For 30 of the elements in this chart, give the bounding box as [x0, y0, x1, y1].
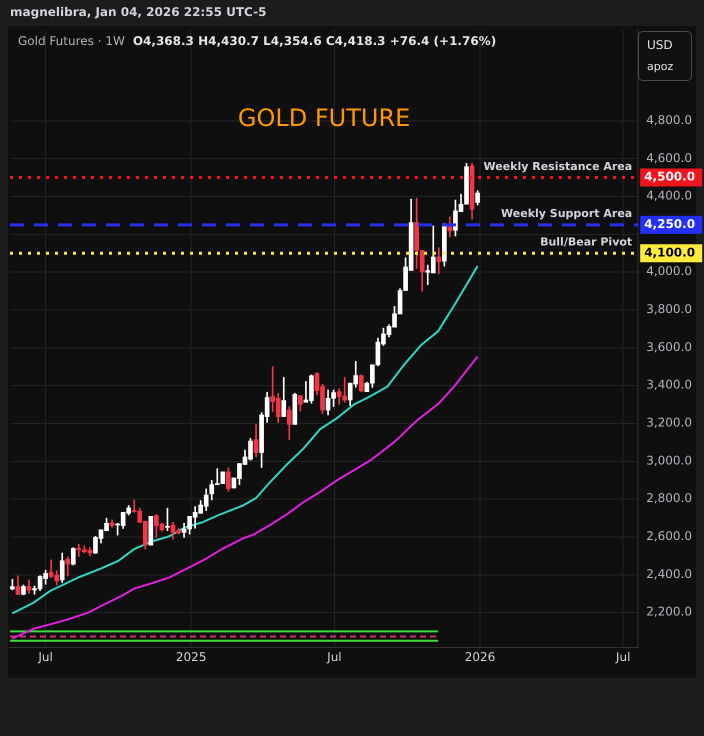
- y-tick-label: 4,000.0: [646, 264, 692, 278]
- text: magnelibra, Jan 04, 2026 22:55 UTC-5: [10, 5, 266, 19]
- y-tick-label: 4,800.0: [646, 112, 692, 127]
- text: 4,100.0: [644, 245, 696, 260]
- x-tick-label: Jul: [326, 650, 342, 664]
- text: USD: [647, 38, 673, 52]
- y-tick-label: 3,600.0: [646, 340, 692, 354]
- annotation: O4,368.3 H4,430.7 L4,354.6 C4,418.3 +76.4 (+1.76%): [132, 34, 496, 48]
- text: apoz: [647, 60, 674, 73]
- text: GOLD FUTURE: [238, 104, 410, 132]
- y-tick-label: 2,600.0: [646, 529, 692, 544]
- x-tick-label: Jul: [614, 650, 630, 664]
- y-tick-label: 3,400.0: [646, 378, 692, 392]
- ref-line-label: Weekly Support Area: [501, 207, 632, 220]
- y-tick-label: 2,200.0: [646, 604, 692, 619]
- text: 4,500.0: [644, 170, 696, 184]
- y-tick-label: 2,800.0: [646, 491, 692, 506]
- ref-line-label: Weekly Resistance Area: [483, 160, 632, 173]
- y-tick-label: 2,400.0: [646, 566, 692, 581]
- x-tick-label: 2026: [464, 650, 496, 664]
- y-tick-label: 3,000.0: [646, 453, 692, 468]
- y-tick-label: 4,400.0: [646, 188, 692, 203]
- x-tick-label: 2025: [176, 650, 206, 664]
- x-tick-label: Jul: [37, 650, 53, 664]
- y-tick-label: 3,800.0: [646, 302, 692, 316]
- ref-line-label: Bull/Bear Pivot: [540, 236, 632, 249]
- text: 4,250.0: [644, 216, 696, 231]
- chart-subtitle: Gold Futures · 1W: [18, 34, 125, 48]
- y-tick-label: 4,600.0: [646, 150, 692, 165]
- y-tick-label: 3,200.0: [646, 416, 692, 430]
